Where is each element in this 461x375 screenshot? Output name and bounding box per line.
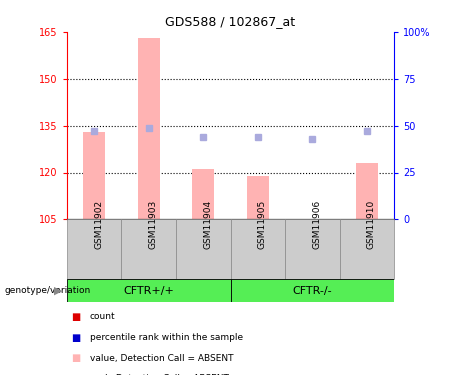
Text: CFTR-/-: CFTR-/- bbox=[293, 286, 332, 296]
Bar bbox=[230, 279, 394, 302]
Bar bbox=[138, 38, 160, 219]
Text: GSM11905: GSM11905 bbox=[258, 200, 267, 249]
Bar bbox=[67, 279, 230, 302]
Text: rank, Detection Call = ABSENT: rank, Detection Call = ABSENT bbox=[90, 374, 229, 375]
Text: ■: ■ bbox=[71, 374, 81, 375]
Bar bbox=[247, 176, 269, 219]
Bar bbox=[356, 163, 378, 219]
Text: value, Detection Call = ABSENT: value, Detection Call = ABSENT bbox=[90, 354, 233, 363]
Text: GSM11903: GSM11903 bbox=[148, 200, 158, 249]
Text: percentile rank within the sample: percentile rank within the sample bbox=[90, 333, 243, 342]
Bar bbox=[340, 219, 394, 279]
Text: ▶: ▶ bbox=[54, 286, 62, 296]
Bar bbox=[67, 219, 121, 279]
Text: GSM11902: GSM11902 bbox=[94, 200, 103, 249]
Bar bbox=[192, 170, 214, 219]
Title: GDS588 / 102867_at: GDS588 / 102867_at bbox=[165, 15, 296, 28]
Text: ■: ■ bbox=[71, 312, 81, 322]
Text: GSM11906: GSM11906 bbox=[313, 200, 321, 249]
Text: GSM11910: GSM11910 bbox=[367, 200, 376, 249]
Text: count: count bbox=[90, 312, 116, 321]
Text: ■: ■ bbox=[71, 353, 81, 363]
Bar bbox=[285, 219, 340, 279]
Bar bbox=[176, 219, 230, 279]
Text: GSM11904: GSM11904 bbox=[203, 200, 212, 249]
Bar bbox=[230, 219, 285, 279]
Text: ■: ■ bbox=[71, 333, 81, 342]
Text: genotype/variation: genotype/variation bbox=[5, 286, 91, 295]
Bar bbox=[83, 132, 105, 219]
Bar bbox=[121, 219, 176, 279]
Text: CFTR+/+: CFTR+/+ bbox=[123, 286, 174, 296]
